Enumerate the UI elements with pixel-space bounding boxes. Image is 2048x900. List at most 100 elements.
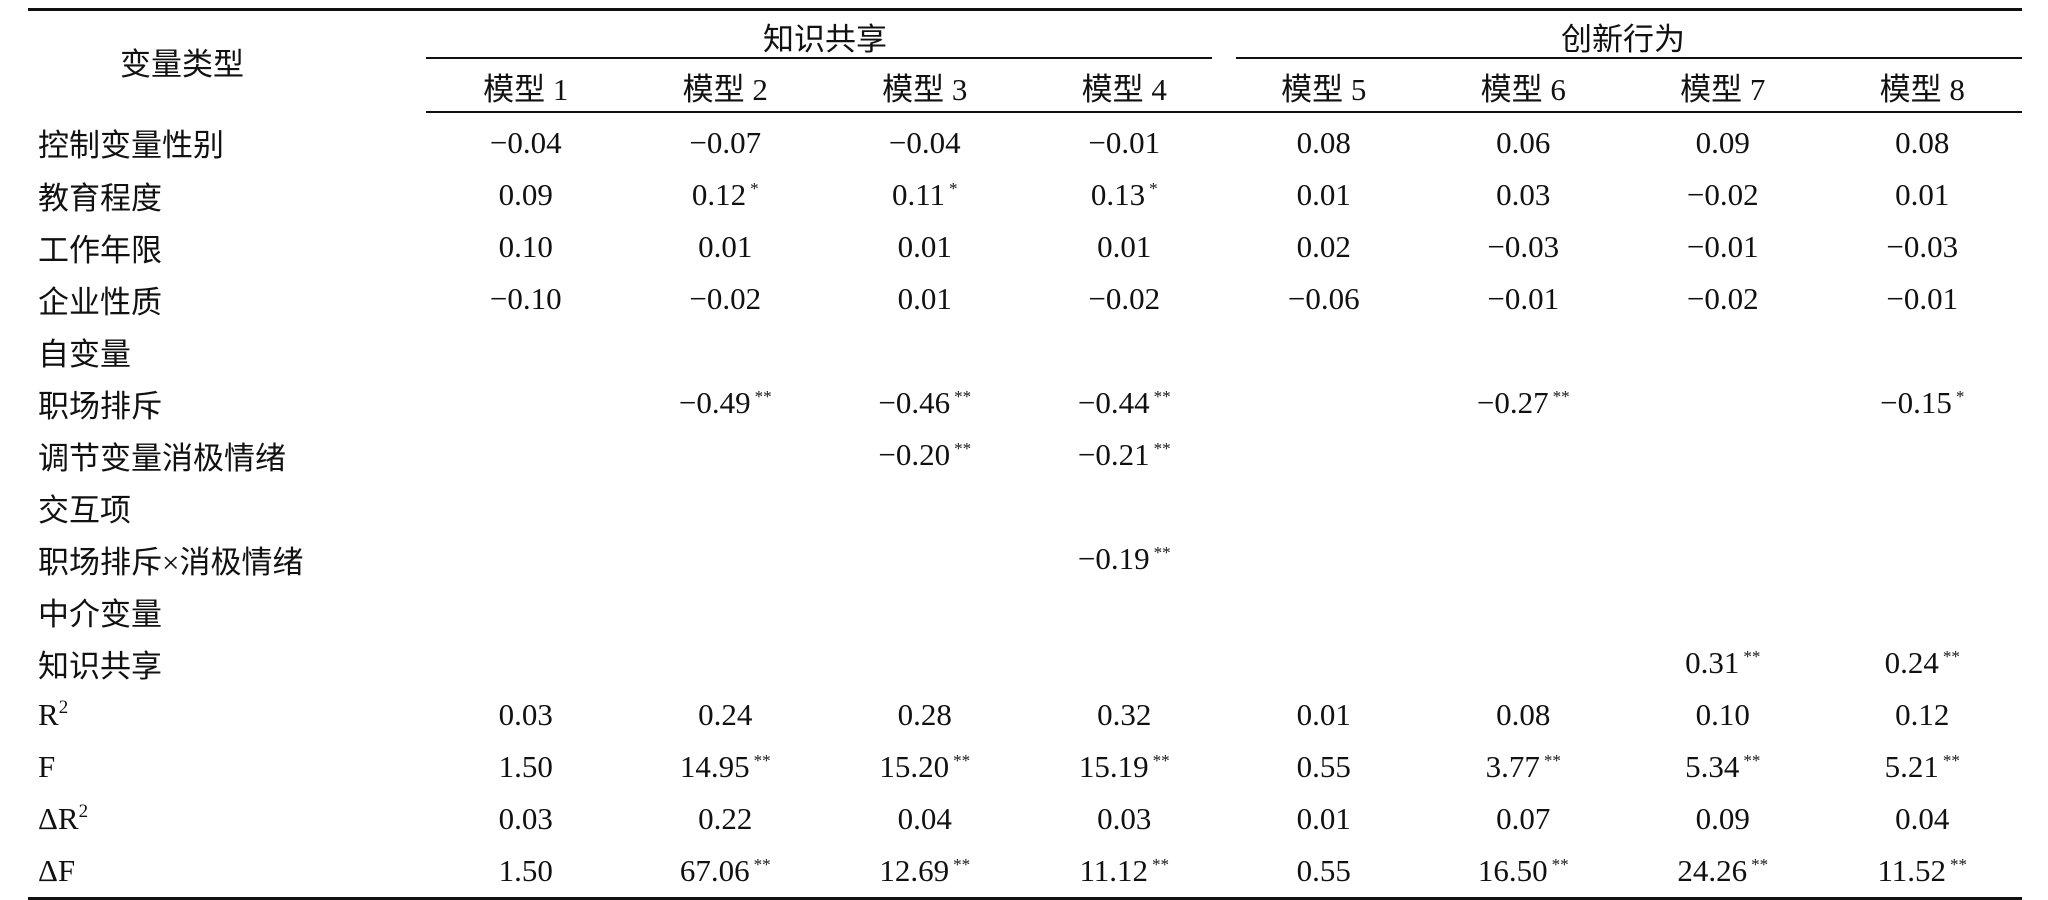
table-cell: [1025, 481, 1225, 533]
table-cell: −0.46 **: [825, 377, 1025, 429]
row-label-text: F: [38, 749, 56, 784]
model-header-1: 模型 1: [426, 61, 626, 113]
cell-value: 0.55: [1296, 853, 1351, 888]
row-label-text: 自变量: [38, 336, 131, 372]
table-cell: [626, 429, 826, 481]
row-label: 交互项: [28, 481, 426, 533]
regression-results-table: 变量类型 知识共享 创新行为 模型 1 模型 2 模型 3 模型 4 模型 5 …: [28, 8, 2022, 900]
table-cell: 0.01: [1224, 169, 1424, 221]
table-cell: [1025, 325, 1225, 377]
cell-value: 0.12: [691, 177, 747, 212]
table-row: ΔF 1.50 67.06 ** 12.69 ** 11.12 ** 0.55 16.50 ** 24…: [28, 845, 2022, 900]
row-label: 调节变量消极情绪: [28, 429, 426, 481]
table-cell: [626, 585, 826, 637]
table-cell: [1424, 637, 1624, 689]
table-cell: 11.52 **: [1822, 845, 2022, 900]
table-cell: [1224, 377, 1424, 429]
significance-marker: **: [753, 855, 771, 874]
cell-value: −0.19: [1077, 541, 1150, 576]
cell-value: 0.55: [1296, 749, 1351, 784]
model-header-3: 模型 3: [825, 61, 1025, 113]
table-cell: −0.02: [626, 273, 826, 325]
group-underline: [426, 57, 1212, 59]
row-label-text: 教育程度: [38, 180, 162, 216]
table-cell: [426, 325, 626, 377]
cell-value: 0.12: [1895, 697, 1950, 732]
table-row: 知识共享 0.31 ** 0.24 **: [28, 637, 2022, 689]
cell-value: 0.08: [1296, 125, 1351, 160]
table-cell: 0.02: [1224, 221, 1424, 273]
cell-value: 1.50: [498, 749, 553, 784]
table-cell: 0.10: [1623, 689, 1823, 741]
cell-value: −0.10: [489, 281, 562, 316]
table-cell: [1424, 481, 1624, 533]
cell-value: −0.27: [1476, 385, 1549, 420]
row-label: 职场排斥×消极情绪: [28, 533, 426, 585]
table-cell: −0.01: [1424, 273, 1624, 325]
table-row: 教育程度 0.09 0.12 * 0.11 * 0.13 * 0.01 0.03 −0.02 0.01: [28, 169, 2022, 221]
table-cell: [426, 377, 626, 429]
table-cell: [426, 481, 626, 533]
table-cell: −0.07: [626, 112, 826, 169]
table-cell: 1.50: [426, 741, 626, 793]
cell-value: 0.03: [1496, 177, 1551, 212]
table-cell: [1623, 377, 1823, 429]
cell-value: −0.15: [1880, 385, 1952, 420]
table-cell: [1823, 325, 2023, 377]
table-cell: 0.10: [426, 221, 626, 273]
table-cell: −0.10: [426, 273, 626, 325]
cell-value: 12.69: [879, 853, 950, 888]
cell-value: 0.32: [1097, 697, 1152, 732]
significance-marker: **: [1751, 855, 1769, 874]
table-cell: −0.02: [1623, 273, 1823, 325]
cell-value: −0.01: [1886, 281, 1959, 316]
table-cell: [626, 533, 826, 585]
table-cell: 0.03: [426, 689, 626, 741]
table-cell: [1424, 325, 1624, 377]
group-header-innovation-behavior: 创新行为: [1224, 8, 2022, 61]
table-cell: [1224, 481, 1424, 533]
table-cell: 0.55: [1224, 741, 1424, 793]
table-cell: [1224, 325, 1424, 377]
table-cell: 12.69 **: [825, 845, 1025, 900]
cell-value: −0.03: [1487, 229, 1560, 264]
cell-value: 15.19: [1078, 749, 1149, 784]
variable-type-header: 变量类型: [28, 8, 426, 112]
table-cell: [426, 585, 626, 637]
table-cell: 24.26 **: [1623, 845, 1823, 900]
cell-value: 0.03: [498, 801, 553, 836]
table-cell: 0.01: [1025, 221, 1225, 273]
table-cell: −0.02: [1623, 169, 1823, 221]
table-cell: 16.50 **: [1423, 845, 1623, 900]
significance-marker: **: [754, 387, 772, 406]
table-cell: [1623, 533, 1823, 585]
row-label-text: 交互项: [38, 492, 131, 528]
table-cell: 11.12 **: [1024, 845, 1224, 900]
table-cell: 0.28: [825, 689, 1025, 741]
cell-value: 0.04: [897, 801, 952, 836]
significance-marker: **: [1543, 751, 1561, 770]
table-row: 自变量: [28, 325, 2022, 377]
cell-value: 0.03: [498, 697, 553, 732]
table-row: 工作年限 0.10 0.01 0.01 0.01 0.02 −0.03 −0.01 −0.03: [28, 221, 2022, 273]
significance-marker: **: [1152, 855, 1170, 874]
group-underline: [1236, 57, 2022, 59]
table-cell: 67.06 **: [625, 845, 825, 900]
table-cell: [825, 325, 1025, 377]
group-header-knowledge-sharing: 知识共享: [426, 8, 1224, 61]
row-label: 中介变量: [28, 585, 426, 637]
model-header-8: 模型 8: [1822, 61, 2022, 113]
model-header-5: 模型 5: [1224, 61, 1424, 113]
table-cell: [626, 637, 826, 689]
table-row: 控制变量性别 −0.04 −0.07 −0.04 −0.01 0.08 0.06 0.09 0.…: [28, 112, 2022, 169]
significance-marker: **: [1743, 751, 1761, 770]
cell-value: 0.28: [897, 697, 952, 732]
table-row: 企业性质 −0.10 −0.02 0.01 −0.02 −0.06 −0.01 −0.02 −0…: [28, 273, 2022, 325]
table-cell: [825, 533, 1025, 585]
row-label: 知识共享: [28, 637, 426, 689]
table-cell: 5.21 **: [1823, 741, 2023, 793]
cell-value: −0.03: [1886, 229, 1959, 264]
table-cell: 0.03: [1025, 793, 1225, 845]
cell-value: 3.77: [1485, 749, 1540, 784]
cell-value: 24.26: [1677, 853, 1748, 888]
